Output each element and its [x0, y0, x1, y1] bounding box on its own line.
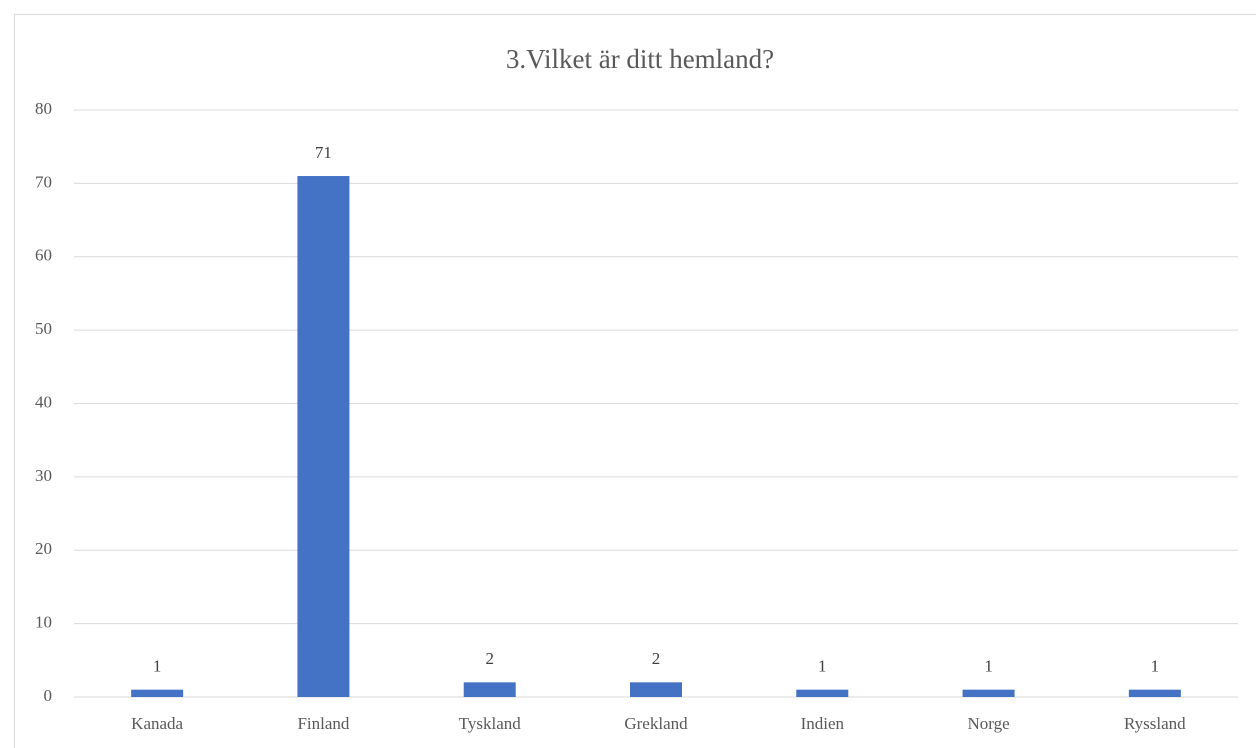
y-tick-label: 10	[35, 613, 52, 632]
bar	[297, 176, 350, 698]
bar	[796, 689, 849, 697]
x-tick-label: Indien	[801, 714, 845, 733]
y-tick-label: 30	[35, 466, 52, 485]
bar	[131, 689, 184, 697]
x-tick-label: Ryssland	[1124, 714, 1186, 733]
x-tick-label: Finland	[297, 714, 349, 733]
y-tick-label: 0	[44, 686, 53, 705]
y-tick-label: 80	[35, 99, 52, 118]
x-tick-label: Grekland	[624, 714, 688, 733]
data-label: 71	[315, 143, 332, 162]
bar	[630, 682, 682, 697]
chart-frame	[14, 14, 1256, 748]
y-tick-label: 40	[35, 392, 52, 411]
y-tick-label: 70	[35, 172, 52, 191]
x-tick-label: Norge	[967, 714, 1009, 733]
data-label: 1	[1151, 657, 1160, 676]
data-label: 1	[153, 657, 162, 676]
bar	[463, 682, 516, 697]
y-tick-label: 60	[35, 246, 52, 265]
chart-title: 3.Vilket är ditt hemland?	[506, 44, 774, 74]
x-tick-label: Kanada	[131, 714, 183, 733]
bar	[1128, 689, 1181, 697]
data-label: 1	[984, 657, 993, 676]
y-tick-label: 50	[35, 319, 52, 338]
x-tick-label: Tyskland	[459, 714, 522, 733]
data-label: 2	[485, 649, 494, 668]
data-label: 2	[652, 649, 661, 668]
y-tick-label: 20	[35, 539, 52, 558]
data-label: 1	[818, 657, 827, 676]
bar	[962, 689, 1015, 697]
